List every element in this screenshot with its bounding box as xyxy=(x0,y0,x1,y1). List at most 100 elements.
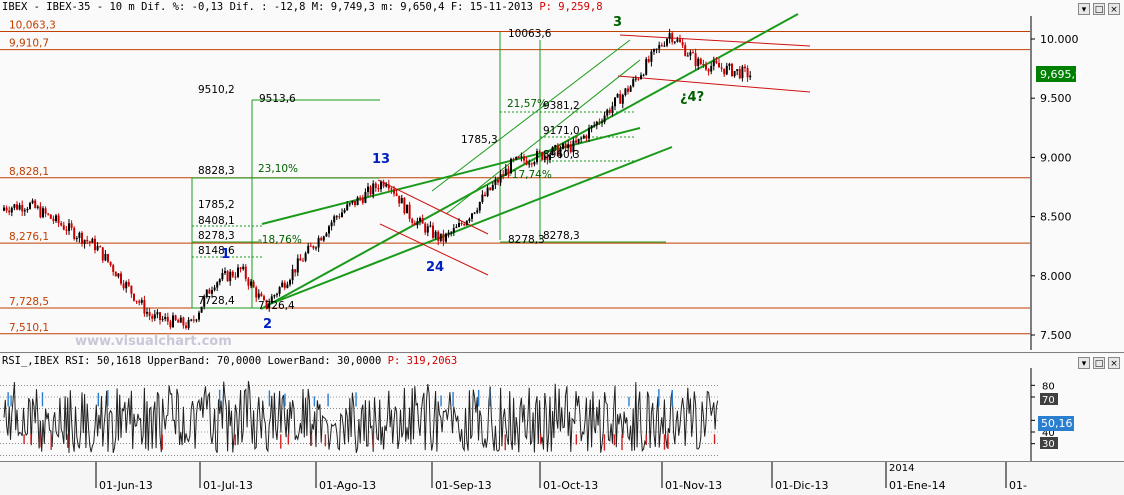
candle-body xyxy=(195,319,198,321)
candle-body xyxy=(447,232,450,234)
rsi-minimize-button[interactable]: ▾ xyxy=(1078,357,1090,369)
rsi-lower-value: 30 xyxy=(1042,439,1055,450)
rsi-panel-title: RSI_,IBEX RSI: 50,1618 UpperBand: 70,000… xyxy=(2,355,457,367)
candle-body xyxy=(439,233,442,241)
candle-body xyxy=(328,226,330,234)
rsi-lower-tag: 30 xyxy=(1040,437,1058,450)
candle-body xyxy=(736,69,739,71)
candle-body xyxy=(660,45,663,47)
candle-body xyxy=(192,319,195,321)
time-axis: 01-Jun-13 01-Jul-13 01-Ago-13 01-Sep-13 01-O… xyxy=(0,462,1124,495)
rsi-current-value: 50,16 xyxy=(1041,417,1073,430)
candle-body xyxy=(57,215,60,224)
rsi-chart[interactable]: 80 40 70 50,16 30 xyxy=(0,354,1124,461)
price-plot-area xyxy=(1,16,1030,350)
candle-body xyxy=(257,293,260,298)
candle-body xyxy=(320,237,323,241)
candle-body xyxy=(330,222,333,227)
candle-body xyxy=(260,293,263,297)
price-annotation: -17,74% xyxy=(508,169,552,181)
candle-body xyxy=(200,306,203,313)
x-tick-label: 01-Jul-13 xyxy=(203,479,253,492)
candle-body xyxy=(372,183,375,195)
candle-body xyxy=(276,293,278,296)
candle-body xyxy=(263,296,265,300)
candle-body xyxy=(450,232,453,234)
trend-line xyxy=(619,34,811,47)
candle-body xyxy=(265,299,268,308)
candle-body xyxy=(172,315,174,328)
candle-body xyxy=(460,222,463,225)
candle-body xyxy=(738,69,741,79)
price-panel[interactable]: IBEX - IBEX-35 - 10 m Dif. %: -0,13 Dif.… xyxy=(0,0,1124,353)
candle-body xyxy=(549,154,551,160)
candle-body xyxy=(707,69,710,72)
candle-body xyxy=(668,33,671,39)
price-annotation: 9171,0 xyxy=(543,125,580,137)
candle-body xyxy=(146,312,148,314)
candle-body xyxy=(390,188,393,190)
candle-body xyxy=(567,144,570,149)
x-tick-label: 01-Dic-13 xyxy=(775,479,829,492)
price-chart[interactable]: 10,063,3 9,910,7 8,828,1 8,276,1 7,728,5 7,51… xyxy=(0,0,1124,352)
candle-body xyxy=(562,143,564,149)
candle-body xyxy=(546,155,549,160)
candle-body xyxy=(177,320,180,323)
candle-body xyxy=(185,325,187,329)
close-button[interactable]: × xyxy=(1108,3,1120,15)
candle-body xyxy=(356,197,359,206)
candle-body xyxy=(291,269,294,281)
candle-body xyxy=(317,237,320,248)
candle-body xyxy=(68,223,70,231)
y-tick-label: 9.000 xyxy=(1040,151,1072,164)
candle-body xyxy=(112,265,115,272)
candle-body xyxy=(473,212,476,214)
candle-body xyxy=(190,319,193,321)
rsi-y-tick-label: 40 xyxy=(1042,428,1055,439)
trend-line xyxy=(379,223,489,276)
candle-body xyxy=(543,155,546,160)
candle-body xyxy=(252,281,255,288)
rsi-close-button[interactable]: × xyxy=(1108,357,1120,369)
candle-body xyxy=(598,121,601,123)
candle-body xyxy=(307,245,310,254)
candle-body xyxy=(632,79,635,87)
candle-body xyxy=(634,78,637,80)
trend-line xyxy=(377,179,489,235)
candle-body xyxy=(140,300,143,303)
candle-body xyxy=(749,75,752,78)
candle-body xyxy=(23,210,26,212)
candle-body xyxy=(403,197,406,214)
candle-body xyxy=(577,138,580,143)
candle-body xyxy=(234,276,237,278)
maximize-button[interactable]: □ xyxy=(1093,3,1105,15)
current-price-value: 9,695,9 xyxy=(1040,68,1082,81)
wave-label: 24 xyxy=(426,260,444,275)
candle-body xyxy=(424,223,427,233)
candle-body xyxy=(502,174,505,176)
candle-body xyxy=(242,266,245,270)
candle-body xyxy=(603,115,606,123)
candle-body xyxy=(426,226,429,233)
rsi-maximize-button[interactable]: □ xyxy=(1093,357,1105,369)
candle-body xyxy=(382,181,385,187)
candle-body xyxy=(237,267,239,277)
rsi-upper-value: 70 xyxy=(1042,395,1055,406)
candle-body xyxy=(216,282,219,288)
price-annotation: 21,57% xyxy=(507,98,547,110)
price-annotation: 10063,6 xyxy=(508,28,552,40)
rsi-panel[interactable]: RSI_,IBEX RSI: 50,1618 UpperBand: 70,000… xyxy=(0,354,1124,462)
candle-body xyxy=(218,279,221,283)
candle-body xyxy=(86,239,89,242)
candle-body xyxy=(309,245,312,247)
candle-body xyxy=(725,65,728,75)
y-tick-label: 9.500 xyxy=(1040,92,1072,105)
candle-body xyxy=(572,140,575,153)
price-annotation: -18,76% xyxy=(258,234,302,246)
candle-body xyxy=(255,287,258,298)
candle-body xyxy=(348,203,351,205)
candle-body xyxy=(593,125,596,127)
candle-body xyxy=(294,269,297,273)
candle-body xyxy=(499,174,502,183)
minimize-button[interactable]: ▾ xyxy=(1078,3,1090,15)
